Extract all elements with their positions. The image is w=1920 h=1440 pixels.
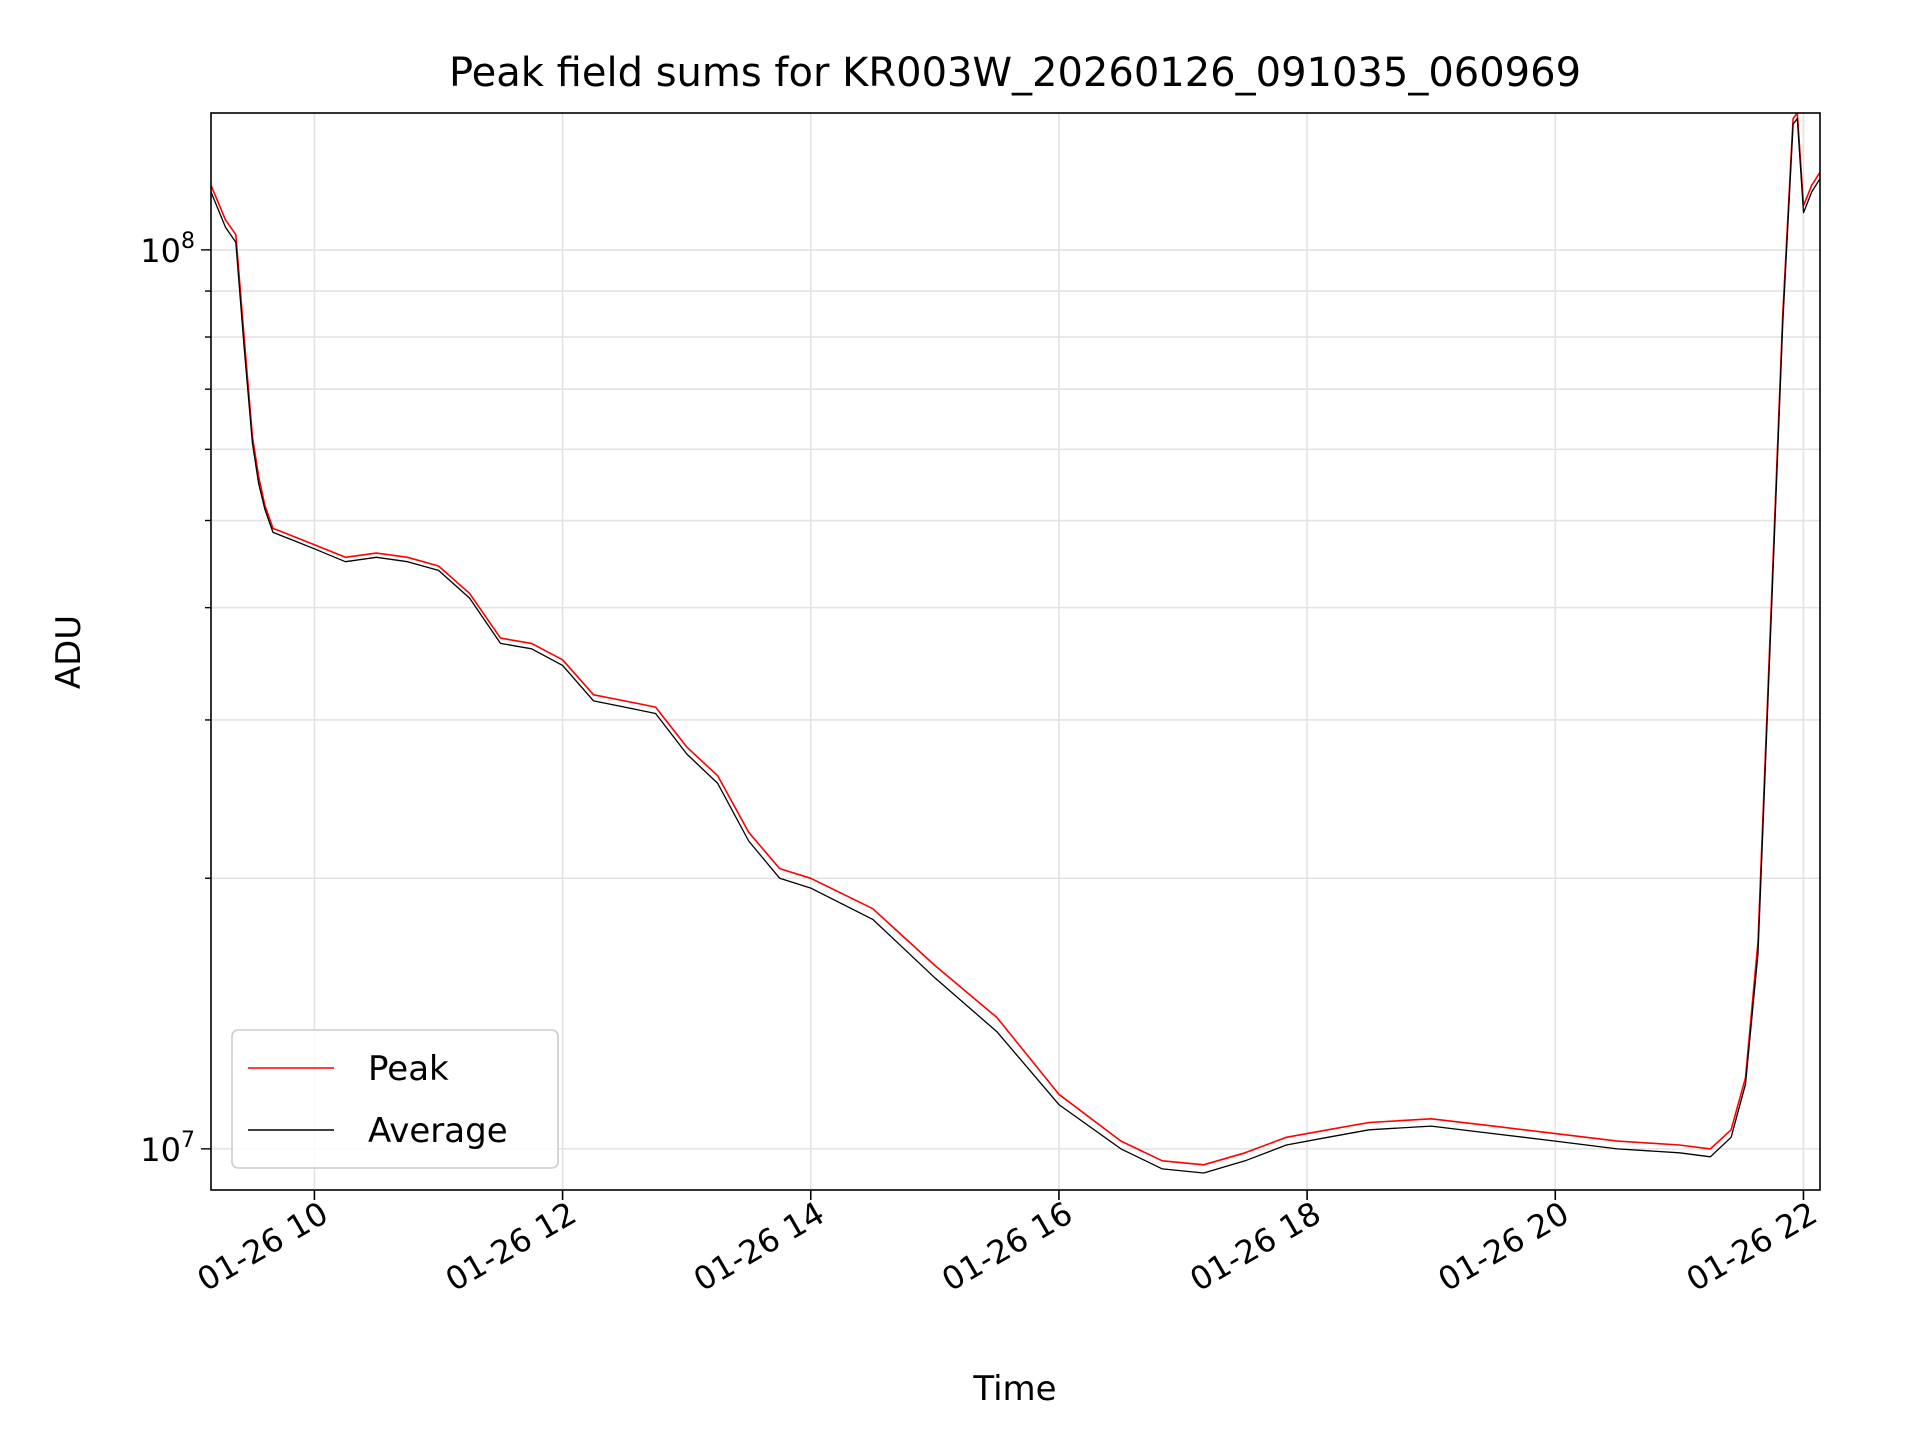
y-tick-label: 107 [140,1128,195,1169]
y-tick-exponent: 7 [181,1128,195,1153]
legend-average-label: Average [368,1111,508,1151]
chart-title: Peak field sums for KR003W_20260126_0910… [449,50,1581,96]
y-tick-base: 10 [140,1131,181,1169]
legend-frame [231,1029,559,1169]
y-tick-exponent: 8 [181,229,195,254]
y-tick-base: 10 [140,232,181,270]
series-line-peak [211,113,1820,1166]
legend-peak-label: Peak [368,1049,449,1089]
y-axis-label: ADU [49,615,89,689]
x-axis-label: Time [972,1369,1056,1409]
series-group [211,113,1820,1174]
legend: Peak Average [231,1029,559,1169]
plot-area [210,112,1821,1191]
series-line-average [211,117,1820,1174]
plot-frame [210,112,1821,1191]
y-tick-label: 108 [140,229,195,270]
